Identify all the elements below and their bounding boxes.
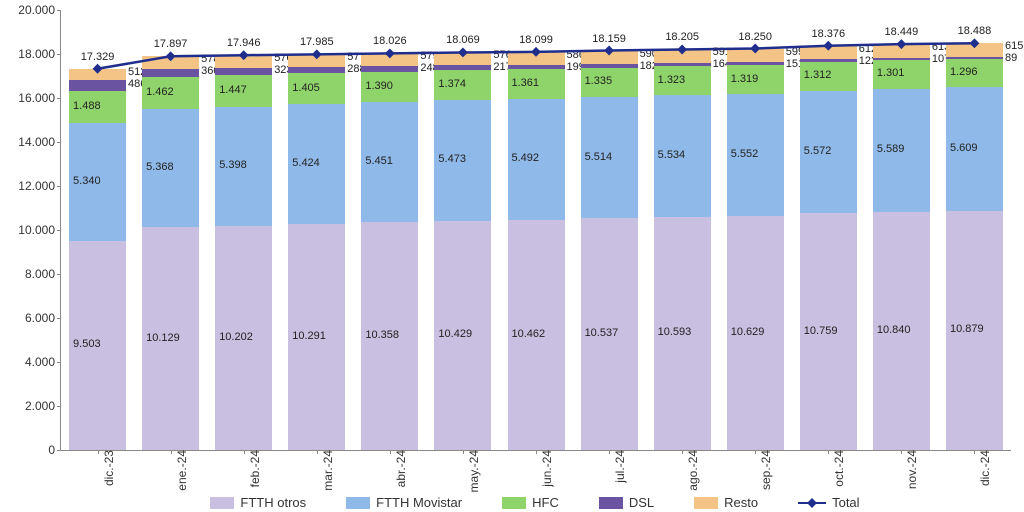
- total-value-label: 17.946: [227, 37, 261, 49]
- legend-label: FTTH otros: [240, 495, 306, 510]
- total-marker: [385, 48, 395, 58]
- legend-item-ftth_movistar: FTTH Movistar: [346, 495, 462, 510]
- y-tick-label: 10.000: [18, 223, 61, 237]
- total-value-label: 18.205: [665, 31, 699, 43]
- total-line-layer: [61, 10, 1011, 450]
- total-marker: [896, 39, 906, 49]
- legend-line-swatch: [798, 497, 826, 509]
- x-tick-label: sep.-24: [755, 450, 773, 490]
- total-marker: [750, 44, 760, 54]
- legend-swatch: [346, 497, 370, 509]
- total-value-label: 18.099: [519, 34, 553, 46]
- x-tick-label: dic.-23: [98, 450, 116, 486]
- legend-swatch: [210, 497, 234, 509]
- total-value-label: 18.026: [373, 35, 407, 47]
- total-marker: [677, 45, 687, 55]
- x-tick-label: dic.-24: [974, 450, 992, 486]
- total-value-label: 18.159: [592, 33, 626, 45]
- total-marker: [970, 38, 980, 48]
- total-marker: [166, 51, 176, 61]
- y-tick-label: 8.000: [25, 267, 61, 281]
- x-tick-label: mar.-24: [317, 450, 335, 491]
- total-value-label: 18.449: [885, 26, 919, 38]
- y-tick-label: 2.000: [25, 399, 61, 413]
- legend-item-hfc: HFC: [502, 495, 559, 510]
- y-tick-label: 20.000: [18, 3, 61, 17]
- total-value-label: 17.985: [300, 36, 334, 48]
- x-tick-label: ene.-24: [171, 450, 189, 491]
- legend-label: HFC: [532, 495, 559, 510]
- y-tick-label: 12.000: [18, 179, 61, 193]
- plot-area: 9.5035.3401.48851248610.1295.3681.462578…: [60, 10, 1011, 451]
- total-value-label: 18.488: [958, 25, 992, 37]
- total-marker: [604, 46, 614, 56]
- x-tick-label: oct.-24: [828, 450, 846, 487]
- total-value-label: 18.069: [446, 34, 480, 46]
- total-value-label: 17.897: [154, 38, 188, 50]
- total-value-label: 17.329: [81, 51, 115, 63]
- total-marker: [312, 49, 322, 59]
- legend-item-total: Total: [798, 495, 859, 510]
- x-tick-label: ago.-24: [682, 450, 700, 491]
- legend-item-dsl: DSL: [599, 495, 654, 510]
- x-tick-label: jul.-24: [609, 450, 627, 483]
- total-marker: [823, 41, 833, 51]
- legend-swatch: [502, 497, 526, 509]
- x-tick-label: jun.-24: [536, 450, 554, 487]
- x-tick-label: nov.-24: [901, 450, 919, 489]
- total-value-label: 18.376: [811, 28, 845, 40]
- legend-label: Total: [832, 495, 859, 510]
- legend-item-resto: Resto: [694, 495, 758, 510]
- total-marker: [239, 50, 249, 60]
- y-tick-label: 16.000: [18, 91, 61, 105]
- legend-item-ftth_otros: FTTH otros: [210, 495, 306, 510]
- y-tick-label: 6.000: [25, 311, 61, 325]
- total-marker: [93, 64, 103, 74]
- y-tick-label: 4.000: [25, 355, 61, 369]
- total-value-label: 18.250: [738, 31, 772, 43]
- broadband-evolution-chart: 9.5035.3401.48851248610.1295.3681.462578…: [0, 0, 1024, 512]
- x-tick-label: feb.-24: [244, 450, 262, 487]
- x-tick-label: abr.-24: [390, 450, 408, 487]
- legend-label: FTTH Movistar: [376, 495, 462, 510]
- legend-label: DSL: [629, 495, 654, 510]
- legend-swatch: [599, 497, 623, 509]
- x-tick-label: may.-24: [463, 450, 481, 492]
- total-marker: [531, 47, 541, 57]
- y-tick-label: 18.000: [18, 47, 61, 61]
- legend-swatch: [694, 497, 718, 509]
- legend: FTTH otros FTTH Movistar HFC DSL Resto Total: [60, 495, 1010, 510]
- y-tick-label: 14.000: [18, 135, 61, 149]
- legend-label: Resto: [724, 495, 758, 510]
- total-marker: [458, 48, 468, 58]
